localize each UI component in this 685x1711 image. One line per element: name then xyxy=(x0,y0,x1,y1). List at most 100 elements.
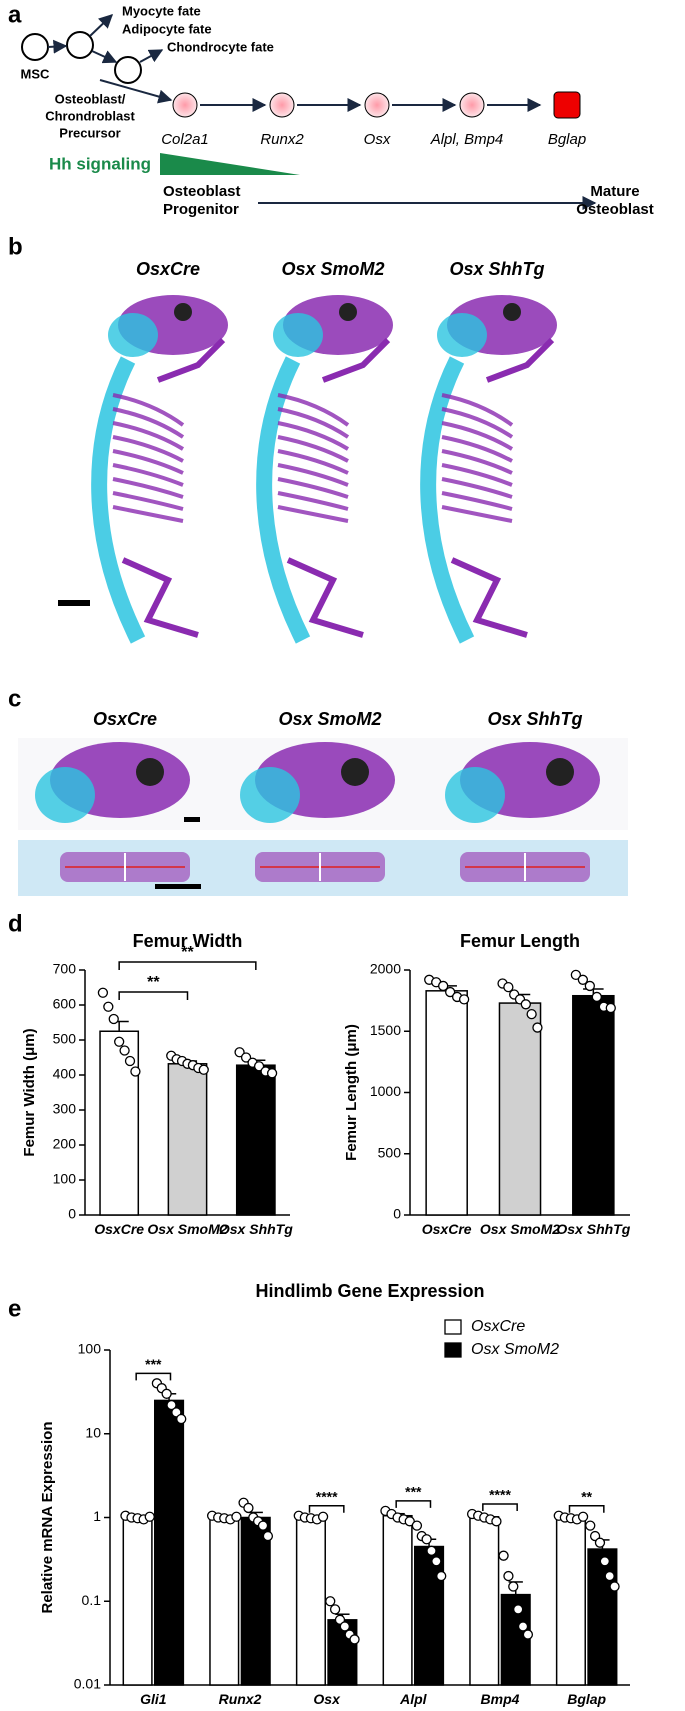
panel-label: b xyxy=(8,233,23,260)
data-point xyxy=(176,1413,187,1425)
data-point xyxy=(329,1604,341,1615)
data-point xyxy=(349,1634,360,1645)
cell xyxy=(553,91,581,119)
cell xyxy=(114,56,142,84)
bar xyxy=(295,1516,326,1686)
eye xyxy=(503,303,521,321)
rib xyxy=(112,477,184,499)
marker-label: Alpl, Bmp4 xyxy=(430,131,504,148)
rib xyxy=(441,477,513,499)
y-tick-label: 2000 xyxy=(370,961,401,977)
data-point xyxy=(604,1570,615,1582)
significance-label: ** xyxy=(147,974,160,991)
data-point xyxy=(584,980,595,992)
significance-label: *** xyxy=(405,1484,422,1500)
chart-title: Femur Length xyxy=(460,931,580,951)
cell xyxy=(459,92,485,118)
label: Mature xyxy=(590,183,639,200)
significance-label: *** xyxy=(145,1356,162,1372)
data-point xyxy=(436,1570,447,1582)
scale-bar xyxy=(184,817,200,822)
category-label-box: Osx SmoM2 xyxy=(147,1221,228,1237)
y-tick-label: 500 xyxy=(53,1031,77,1047)
spine xyxy=(420,356,475,644)
rib xyxy=(112,407,185,439)
genotype-title: OsxCre xyxy=(136,259,200,279)
data-point xyxy=(262,1530,274,1542)
hindlimb xyxy=(450,557,528,638)
rib xyxy=(112,491,184,511)
significance-bracket xyxy=(482,1503,518,1512)
legend-label: OsxCre xyxy=(471,1318,525,1335)
x-tick-label: Bglap xyxy=(567,1691,607,1707)
hindlimb xyxy=(121,557,199,638)
data-point xyxy=(520,999,531,1010)
data-point xyxy=(526,1008,537,1020)
y-tick-label: 500 xyxy=(378,1144,402,1160)
rib xyxy=(441,491,513,511)
cell xyxy=(66,31,94,59)
label: Osteoblast/ xyxy=(55,91,126,106)
rib xyxy=(277,421,350,451)
bar xyxy=(154,1399,185,1686)
data-point xyxy=(605,1002,616,1014)
x-tick-label: Osx ShhTg xyxy=(556,1221,631,1237)
eye xyxy=(341,758,369,786)
panel-label: e xyxy=(8,1295,21,1322)
y-tick-label: 100 xyxy=(78,1341,102,1357)
skull-cartilage xyxy=(445,767,505,823)
y-tick-label: 100 xyxy=(53,1171,77,1187)
rib xyxy=(441,505,513,523)
label: Osteoblast xyxy=(163,183,241,200)
data-point xyxy=(253,1061,265,1072)
y-tick-label: 0.01 xyxy=(74,1676,101,1692)
rib xyxy=(277,449,349,475)
rib xyxy=(277,477,349,499)
rib xyxy=(277,505,349,523)
label: Osteoblast xyxy=(576,201,654,218)
genotype-title: Osx SmoM2 xyxy=(281,259,384,279)
data-point xyxy=(426,1545,437,1556)
panel-label: d xyxy=(8,910,23,937)
data-point xyxy=(339,1621,350,1632)
rib xyxy=(277,435,349,463)
x-tick-label: Runx2 xyxy=(218,1691,262,1707)
y-tick-label: 600 xyxy=(53,996,77,1012)
cell xyxy=(364,92,390,118)
arrow xyxy=(91,50,118,64)
data-point xyxy=(108,1013,119,1025)
significance-label: **** xyxy=(489,1487,511,1503)
rib xyxy=(112,505,184,523)
cell xyxy=(21,33,49,61)
cell xyxy=(172,92,198,118)
data-point xyxy=(570,969,582,981)
data-point xyxy=(577,1511,589,1522)
data-point xyxy=(594,1537,606,1548)
marker-label: Bglap xyxy=(548,131,586,148)
bar xyxy=(469,1516,500,1686)
data-point xyxy=(609,1581,620,1592)
data-point xyxy=(532,1022,543,1033)
bar xyxy=(498,1002,542,1216)
hindlimb xyxy=(286,557,364,638)
data-point xyxy=(231,1511,242,1522)
x-tick-label: Osx SmoM2 xyxy=(147,1221,228,1237)
arrow xyxy=(99,79,173,104)
data-point xyxy=(513,1604,524,1615)
marker-label: Runx2 xyxy=(260,131,304,148)
data-point xyxy=(411,1520,423,1531)
data-point xyxy=(325,1596,336,1607)
forelimb xyxy=(321,337,391,383)
data-point xyxy=(103,1001,114,1012)
x-tick-label: Alpl xyxy=(400,1691,427,1707)
rib xyxy=(441,435,513,463)
category-label-box: OsxCre xyxy=(94,1221,144,1237)
y-tick-label: 300 xyxy=(53,1101,77,1117)
rib xyxy=(112,393,185,427)
bar xyxy=(167,1063,208,1216)
genotype-title: Osx ShhTg xyxy=(487,709,582,729)
x-tick-label: Gli1 xyxy=(140,1691,167,1707)
data-point xyxy=(317,1511,329,1522)
category-label-box: Osx xyxy=(313,1691,339,1707)
significance-label: ** xyxy=(581,1488,592,1504)
